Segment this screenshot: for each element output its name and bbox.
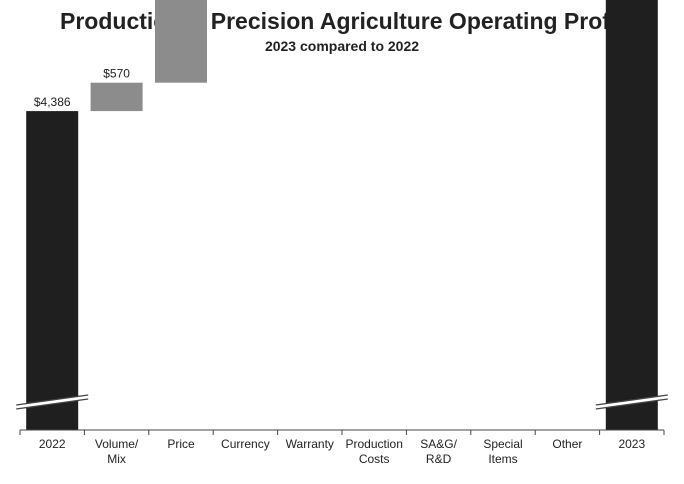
category-label-line: Other <box>552 437 582 451</box>
category-label-5: Production Costs <box>346 437 403 466</box>
value-label-0: $4,386 <box>34 95 71 109</box>
category-label-7: Special Items <box>483 437 522 466</box>
category-label-line: Volume/ <box>95 437 139 451</box>
axis-break-line-top <box>595 394 668 406</box>
axis-break-line-top <box>16 394 89 406</box>
category-labels-group: 2022 Volume/Mix Price Currency Warranty Produ… <box>39 437 646 466</box>
axis-break-gap <box>16 395 89 409</box>
bar-2 <box>155 0 207 83</box>
category-label-8: Other <box>552 437 582 451</box>
category-label-line: Warranty <box>286 437 334 451</box>
category-label-line: Production <box>346 437 403 451</box>
bar-0 <box>26 111 79 430</box>
category-label-line: Special <box>483 437 522 451</box>
axis-break-0 <box>16 394 89 410</box>
category-label-line: Items <box>488 452 517 466</box>
bars-group <box>26 0 658 431</box>
category-label-0: 2022 <box>39 437 66 451</box>
category-label-line: 2023 <box>618 437 645 451</box>
x-axis-ticks-group <box>19 430 665 435</box>
category-label-line: Price <box>167 437 195 451</box>
category-label-2: Price <box>167 437 195 451</box>
category-label-3: Currency <box>221 437 270 451</box>
category-label-line: R&D <box>426 452 452 466</box>
category-label-line: 2022 <box>39 437 66 451</box>
axis-break-line-bottom <box>16 398 89 410</box>
chart-title: Production & Precision Agriculture Opera… <box>60 8 624 34</box>
bar-1 <box>90 82 143 112</box>
axis-break-9 <box>595 394 668 410</box>
value-label-1: $570 <box>103 67 130 81</box>
axis-break-gap <box>595 395 668 409</box>
category-label-line: Currency <box>221 437 270 451</box>
value-labels-group: $4,386$570$3,236($191)($63)($413)($414)$… <box>34 67 130 109</box>
category-label-4: Warranty <box>286 437 334 451</box>
category-label-line: Costs <box>359 452 390 466</box>
category-label-line: SA&G/ <box>420 437 457 451</box>
category-label-9: 2023 <box>618 437 645 451</box>
axis-breaks-group <box>16 394 668 410</box>
category-label-line: Mix <box>107 452 126 466</box>
bar-9 <box>605 0 658 431</box>
chart-subtitle: 2023 compared to 2022 <box>264 38 420 54</box>
axis-break-line-bottom <box>595 398 668 410</box>
category-label-6: SA&G/R&D <box>420 437 457 466</box>
category-label-1: Volume/Mix <box>95 437 139 466</box>
